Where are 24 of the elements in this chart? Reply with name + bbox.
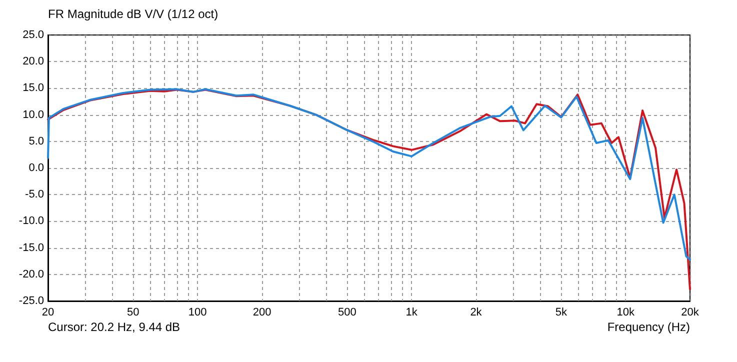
x-axis-title: Frequency (Hz) xyxy=(607,320,690,334)
text: Cursor: 20.2 Hz, 9.44 dB xyxy=(48,320,180,334)
x-tick-label: 20 xyxy=(42,306,54,318)
x-tick-label: 1k xyxy=(406,306,418,318)
y-tick-label: -5.0 xyxy=(25,188,44,201)
y-tick-label: 10.0 xyxy=(22,108,44,121)
y-tick-label: 15.0 xyxy=(22,82,44,94)
x-tick-label: 50 xyxy=(127,306,140,318)
y-tick-label: 25.0 xyxy=(22,29,44,41)
y-tick-label: 5.0 xyxy=(28,135,44,148)
y-tick-label: -20.0 xyxy=(18,268,44,280)
x-tick-label: 200 xyxy=(252,306,272,318)
x-tick-label: 5k xyxy=(555,306,568,318)
x-tick-label: 500 xyxy=(338,306,356,318)
y-tick-label: -10.0 xyxy=(18,215,44,228)
y-tick-label: -25.0 xyxy=(18,295,44,307)
y-tick-label: 0.0 xyxy=(28,162,44,174)
x-tick-label: 20k xyxy=(681,306,700,318)
y-tick-label: -15.0 xyxy=(18,242,44,254)
y-tick-label: 20.0 xyxy=(22,56,44,68)
x-tick-label: 100 xyxy=(188,306,207,318)
chart-title: FR Magnitude dB V/V (1/12 oct) xyxy=(48,7,218,21)
x-tick-label: 10k xyxy=(616,306,635,318)
x-tick-label: 2k xyxy=(470,306,482,318)
